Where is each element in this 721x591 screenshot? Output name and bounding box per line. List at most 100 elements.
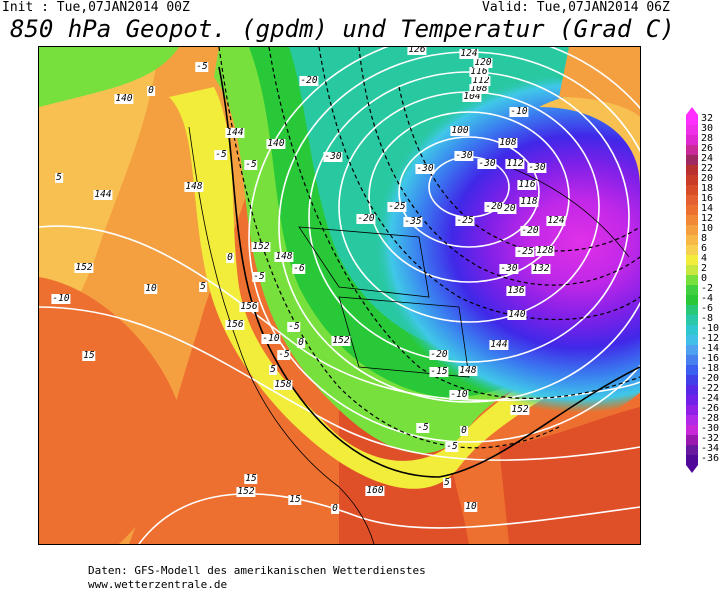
height-label: 140 [114,93,134,104]
temp-label: -5 [416,422,430,433]
legend-value: 32 [701,113,714,124]
temp-label: -20 [356,213,376,224]
height-label: 124 [546,215,566,226]
legend-value: -34 [701,443,720,454]
legend-swatch [686,265,698,275]
temp-label: 0 [297,337,305,348]
height-label: 126 [407,46,427,55]
temp-contours [218,47,640,449]
legend-value: 8 [701,233,708,244]
height-label: 108 [498,137,518,148]
legend-value: 4 [701,253,708,264]
temp-label: -10 [509,106,529,117]
temp-label: 10 [144,283,158,294]
legend-swatch [686,415,698,425]
map-canvas [39,47,640,544]
height-label: 124 [459,48,479,59]
legend-value: 10 [701,223,714,234]
legend-value: 0 [701,273,708,284]
height-label: 140 [507,309,527,320]
temp-label: -5 [214,149,228,160]
legend-swatch [686,425,698,435]
height-label: 112 [505,158,525,169]
legend-value: 22 [701,163,714,174]
height-label: 148 [458,365,478,376]
legend-swatch [686,335,698,345]
legend-value: 28 [701,133,714,144]
legend-value: -26 [701,403,720,414]
legend-swatch [686,435,698,445]
legend-top-arrow-icon [686,107,698,115]
legend-swatch [686,225,698,235]
height-label: 144 [489,339,509,350]
height-label: 128 [535,245,555,256]
height-label: 144 [225,127,245,138]
temp-label: -20 [429,349,449,360]
height-label: 156 [225,319,245,330]
legend-swatch [686,385,698,395]
legend-value: -22 [701,383,720,394]
height-label: 100 [450,125,470,136]
legend-value: -32 [701,433,720,444]
legend-value: 16 [701,193,714,204]
legend-swatch [686,145,698,155]
legend-value: -8 [701,313,714,324]
temp-label: -30 [323,151,343,162]
temp-label: -15 [429,366,449,377]
temp-label: -35 [403,216,423,227]
legend-bottom-arrow-icon [686,465,698,473]
temp-label: -30 [499,263,519,274]
legend-swatch [686,275,698,285]
height-label: 120 [473,57,493,68]
legend-value: -2 [701,283,714,294]
weather-map: 140 144 140 144 148 152 152 148 156 156 … [38,46,641,545]
height-label: 120 [497,203,517,214]
temp-label: -5 [277,349,291,360]
legend-swatch [686,355,698,365]
height-label: 104 [462,91,482,102]
legend-swatch [686,165,698,175]
legend-swatch [686,305,698,315]
temp-label: -30 [527,162,547,173]
legend-value: 26 [701,143,714,154]
legend-value: 24 [701,153,714,164]
temp-label: -5 [252,271,266,282]
legend-value: -18 [701,363,720,374]
data-source: Daten: GFS-Modell des amerikanischen Wet… [88,564,426,577]
legend-value: -20 [701,373,720,384]
legend-swatch [686,455,698,465]
temp-label: 15 [288,494,302,505]
height-label: 148 [274,251,294,262]
temp-label: -10 [449,389,469,400]
legend-value: -4 [701,293,714,304]
height-label: 144 [93,189,113,200]
temp-label: -30 [415,163,435,174]
legend-swatch [686,405,698,415]
height-label: 136 [506,285,526,296]
height-label: 160 [365,485,385,496]
legend-value: 14 [701,203,714,214]
temp-label: 5 [269,364,277,375]
legend-swatch [686,365,698,375]
legend-swatch [686,375,698,385]
color-legend: 32 30 28 26 24 22 20 18 16 14 12 10 8 6 4 2 0 -2 -4 -6 -8 -10… [678,107,721,475]
height-label: 132 [531,263,551,274]
temp-label: -30 [477,158,497,169]
legend-swatch [686,205,698,215]
temp-label: 0 [147,85,155,96]
height-label: 152 [510,404,530,415]
legend-value: -30 [701,423,720,434]
legend-value: 30 [701,123,714,134]
temp-label: -30 [454,150,474,161]
legend-swatch [686,125,698,135]
legend-swatch [686,195,698,205]
height-label: 148 [184,181,204,192]
website-link[interactable]: www.wetterzentrale.de [88,578,228,591]
temp-label: 0 [331,503,339,514]
height-label: 152 [251,241,271,252]
height-label: 140 [266,138,286,149]
temp-label: 5 [443,477,451,488]
height-label: 108 [469,83,489,94]
height-label: 116 [469,66,489,77]
height-label: 152 [236,486,256,497]
